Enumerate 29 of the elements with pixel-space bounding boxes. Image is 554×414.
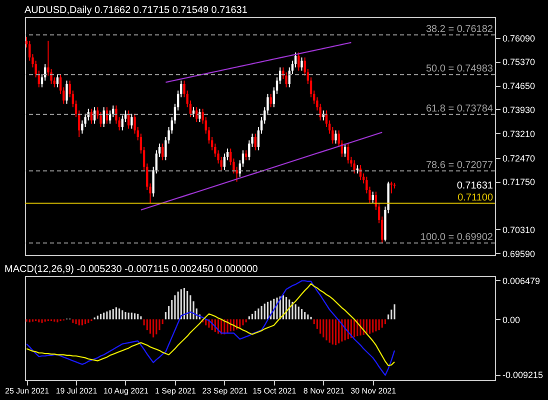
chart-title: AUDUSD,Daily 0.71662 0.71715 0.71549 0.71631	[24, 5, 248, 16]
y-tick-label: 0.006479	[502, 276, 540, 286]
x-tick-label: 30 Nov 2021	[350, 386, 397, 396]
ref-line-label: 38.2 = 0.76182	[426, 24, 494, 35]
annotation: 0.71631	[456, 180, 494, 192]
x-tick-label: 19 Jul 2021	[56, 386, 98, 396]
y-tick-label: 0.72470	[502, 153, 536, 164]
ref-line-label: 78.6 = 0.72077	[426, 160, 494, 171]
x-tick-label: 1 Sep 2021	[155, 386, 196, 396]
y-tick-label: 0.76090	[502, 33, 536, 44]
x-tick-label: 25 Jun 2021	[5, 386, 50, 396]
x-tick-label: 8 Nov 2021	[303, 386, 345, 396]
y-tick-label: 0.00	[502, 314, 520, 325]
y-tick-label: 0.73210	[502, 128, 536, 139]
y-tick-label: 0.75370	[502, 57, 536, 68]
y-tick-label: 0.73930	[502, 104, 536, 115]
y-tick-label: 0.74650	[502, 81, 536, 92]
y-tick-label: -0.009215	[502, 370, 544, 380]
x-tick-label: 15 Oct 2021	[252, 386, 297, 396]
ref-line-label: 0.71100	[458, 192, 494, 204]
ref-line-label: 50.0 = 0.74983	[426, 64, 494, 75]
x-tick-label: 23 Sep 2021	[202, 386, 248, 396]
y-tick-label: 0.70310	[502, 224, 536, 235]
ref-line-label: 100.0 = 0.69902	[420, 232, 494, 243]
y-tick-label: 0.71750	[502, 177, 536, 188]
ref-line-label: 61.8 = 0.73784	[426, 103, 494, 114]
y-tick-label: 0.69590	[502, 248, 536, 259]
chart-title: MACD(12,26,9) -0.005230 -0.007115 0.002450 0.000000	[4, 264, 258, 275]
x-tick-label: 10 Aug 2021	[104, 386, 150, 396]
